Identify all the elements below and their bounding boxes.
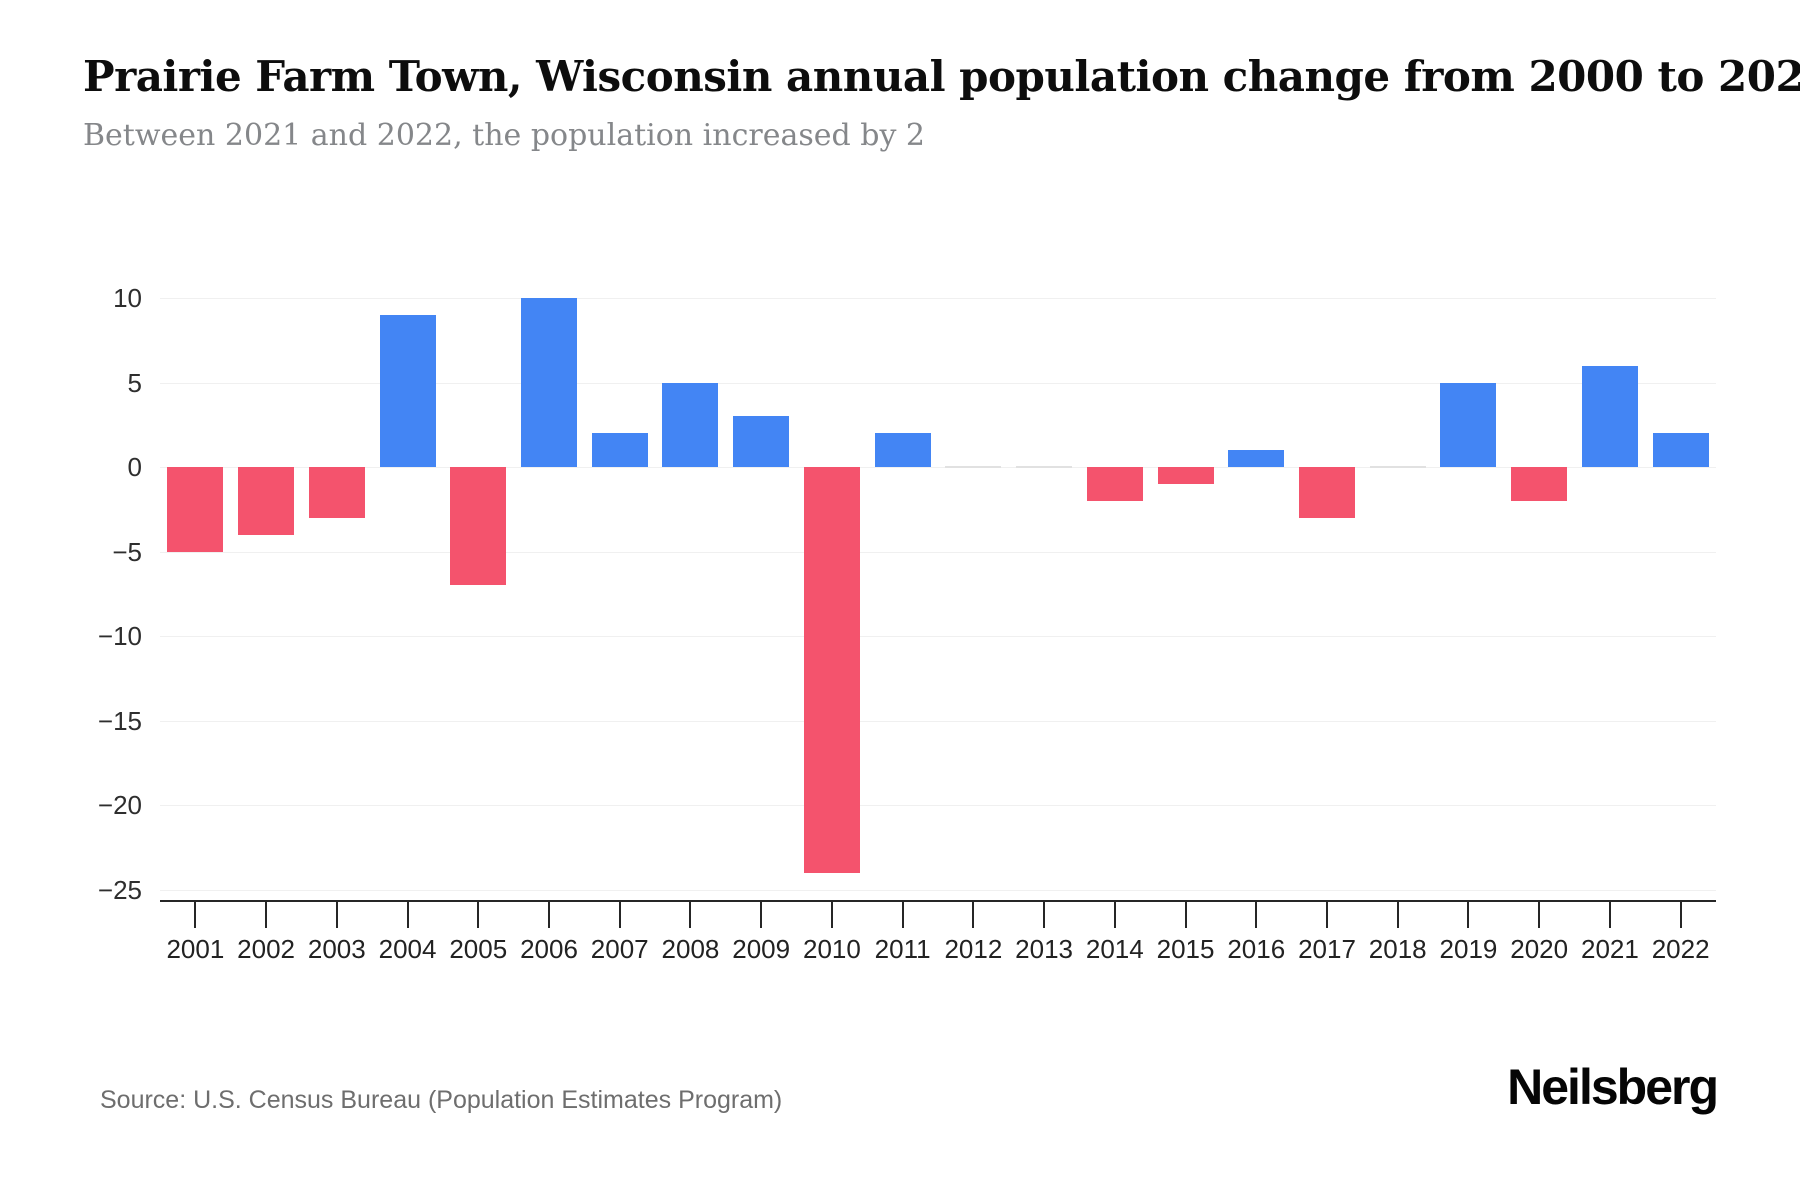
x-tick-2001	[194, 902, 197, 928]
x-label-2009: 2009	[732, 934, 791, 964]
x-label-2007: 2007	[590, 934, 649, 964]
bar-2020	[1511, 467, 1568, 501]
gridline-−5	[160, 551, 1716, 553]
bar-2016	[1228, 450, 1285, 467]
x-label-2018: 2018	[1368, 934, 1427, 964]
y-tick-label-−10: −10	[97, 621, 142, 651]
x-tick-2004	[406, 902, 409, 928]
bar-2001	[167, 467, 224, 552]
x-label-2013: 2013	[1015, 934, 1073, 964]
page-title: Prairie Farm Town, Wisconsin annual popu…	[83, 52, 1800, 101]
bar-2005	[450, 467, 507, 586]
x-tick-2016	[1255, 902, 1258, 928]
x-tick-2005	[477, 902, 480, 928]
y-tick-label-−15: −15	[97, 705, 142, 736]
x-label-2012: 2012	[944, 934, 1003, 964]
brand-logo: Neilsberg	[1507, 1059, 1719, 1115]
x-tick-2012	[972, 902, 975, 928]
bar-2019	[1440, 382, 1497, 467]
bar-2018	[1369, 466, 1426, 468]
x-label-2008: 2008	[661, 934, 720, 964]
bar-2022	[1652, 433, 1709, 467]
bar-2012	[945, 466, 1002, 468]
source-note: Source: U.S. Census Bureau (Population E…	[100, 1086, 783, 1114]
bar-2011	[874, 433, 931, 467]
x-label-2003: 2003	[307, 934, 366, 964]
x-tick-2008	[689, 902, 692, 928]
bar-2007	[591, 433, 648, 467]
x-tick-2015	[1184, 902, 1187, 928]
gridline-10	[160, 298, 1716, 299]
x-tick-2022	[1679, 902, 1682, 928]
bar-2017	[1299, 467, 1355, 518]
y-tick-label-0: 0	[127, 452, 142, 482]
y-tick-label-5: 5	[127, 367, 142, 398]
x-tick-2010	[830, 902, 833, 928]
x-tick-2003	[335, 902, 338, 928]
x-axis-labels: 2001 2002 2003 2004 2005 2006 2007 2008 2009 2010…	[160, 934, 1716, 974]
x-label-2022: 2022	[1651, 934, 1710, 964]
page-subtitle: Between 2021 and 2022, the population in…	[83, 118, 926, 153]
x-label-2011: 2011	[874, 934, 931, 964]
x-tick-2011	[901, 902, 904, 928]
x-tick-2006	[548, 902, 550, 928]
x-label-2004: 2004	[378, 934, 437, 964]
plot-area	[160, 250, 1716, 902]
bar-2003	[308, 467, 365, 518]
x-label-2016: 2016	[1227, 934, 1286, 964]
bar-2006	[521, 298, 577, 467]
x-label-2006: 2006	[520, 934, 578, 964]
gridline-0	[160, 467, 1716, 468]
x-tick-2013	[1043, 902, 1046, 928]
gridline-5	[160, 382, 1716, 384]
x-label-2020: 2020	[1510, 934, 1569, 964]
x-tick-2014	[1113, 902, 1116, 928]
y-tick-label-−20: −20	[97, 790, 142, 820]
x-label-2015: 2015	[1156, 934, 1215, 964]
x-label-2005: 2005	[449, 934, 508, 964]
x-label-2019: 2019	[1439, 934, 1498, 964]
x-label-2002: 2002	[237, 934, 295, 964]
x-label-2014: 2014	[1085, 934, 1144, 964]
bar-2009	[733, 416, 790, 467]
gridline-−10	[160, 636, 1716, 637]
y-tick-label-10: 10	[113, 283, 142, 313]
bar-2021	[1581, 365, 1638, 467]
x-tick-2018	[1396, 902, 1399, 928]
y-tick-label-−5: −5	[112, 536, 142, 567]
x-tick-2009	[760, 902, 763, 928]
x-tick-2019	[1467, 902, 1470, 928]
y-tick-label-−25: −25	[97, 874, 142, 905]
x-tick-2017	[1326, 902, 1328, 928]
bar-2008	[662, 382, 719, 467]
bar-2002	[238, 467, 295, 535]
x-tick-2002	[265, 902, 268, 928]
y-axis: 10 5 0 −5 −10 −15 −20 −25	[0, 0, 146, 1000]
x-label-2010: 2010	[802, 934, 861, 964]
x-tick-2021	[1608, 902, 1611, 928]
gridline-−15	[160, 720, 1716, 722]
gridline-−20	[160, 805, 1716, 806]
gridline-−25	[160, 889, 1716, 891]
bar-2004	[379, 314, 436, 467]
bar-2013	[1016, 466, 1073, 468]
x-label-2017: 2017	[1298, 934, 1356, 964]
bar-2010	[803, 467, 860, 873]
x-label-2001: 2001	[166, 934, 225, 964]
x-label-2021: 2021	[1580, 934, 1639, 964]
x-tick-2020	[1538, 902, 1541, 928]
x-tick-2007	[618, 902, 621, 928]
bar-2015	[1157, 467, 1214, 484]
bar-2014	[1086, 467, 1143, 501]
x-axis-ticks	[160, 902, 1716, 930]
